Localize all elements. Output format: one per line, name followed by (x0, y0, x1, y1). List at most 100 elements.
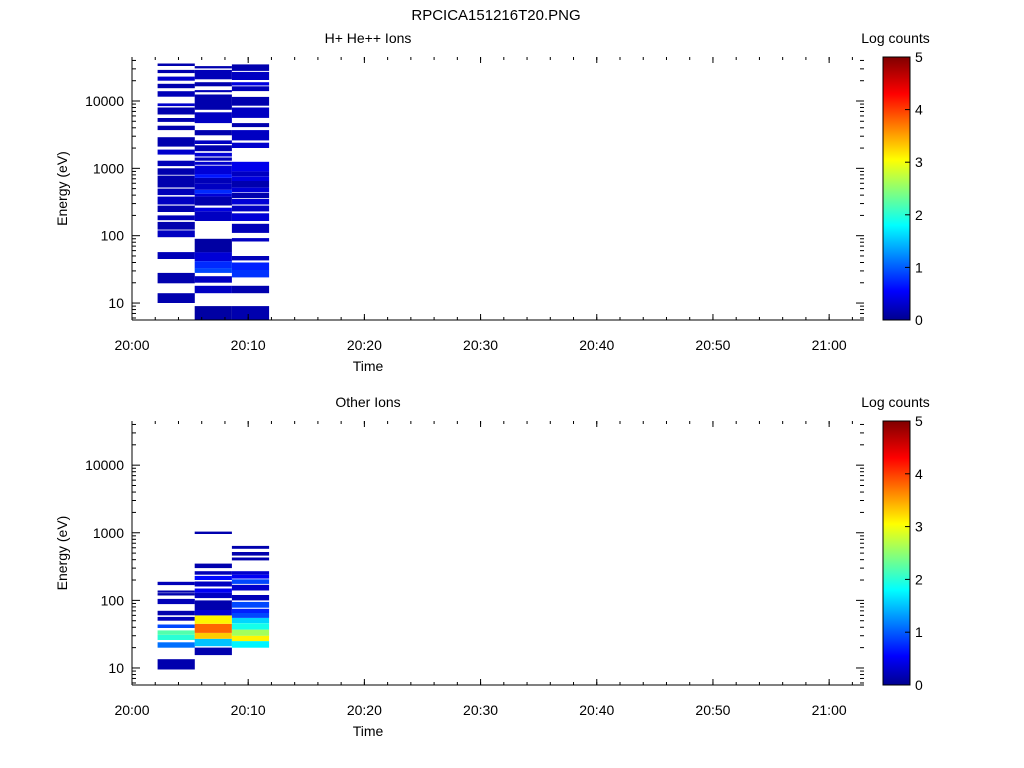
heatmap-cells (157, 531, 270, 670)
heatmap-cell (231, 545, 270, 549)
x-tick-label: 20:10 (231, 337, 266, 353)
colorbar-tick-label: 2 (915, 571, 923, 587)
colorbar-tick-label: 3 (915, 519, 923, 535)
x-tick-label: 20:40 (579, 702, 614, 718)
heatmap-cell (231, 205, 270, 212)
heatmap-cell (194, 174, 232, 178)
heatmap-cell (194, 165, 232, 175)
heatmap-cell (231, 574, 270, 579)
heatmap-cell (194, 571, 232, 575)
heatmap-cell (231, 571, 270, 575)
heatmap-cell (231, 223, 270, 233)
colorbar-tick-label: 1 (915, 259, 923, 275)
heatmap-cell (194, 145, 232, 152)
x-tick-label: 20:00 (114, 337, 149, 353)
heatmap-cell (157, 168, 195, 175)
heatmap-cells (157, 63, 270, 320)
heatmap-cell (194, 211, 232, 221)
colorbar-tick-label: 5 (915, 413, 923, 429)
heatmap-cell (231, 579, 270, 584)
heatmap-cell (157, 590, 195, 593)
heatmap-cell (157, 160, 195, 167)
heatmap-cell (157, 83, 195, 89)
panel-title: H+ He++ Ions (325, 30, 412, 46)
x-tick-label: 20:00 (114, 702, 149, 718)
heatmap-cell (231, 623, 270, 630)
heatmap-cell (231, 130, 270, 141)
y-tick-label: 1000 (93, 160, 124, 176)
heatmap-cell (194, 285, 232, 294)
x-tick-label: 20:50 (695, 702, 730, 718)
heatmap-cell (157, 137, 195, 147)
heatmap-cell (157, 581, 195, 586)
y-tick-label: 10000 (85, 93, 124, 109)
colorbar: Log counts 0 1 2 3 4 5 (861, 30, 930, 328)
heatmap-cell (194, 207, 232, 212)
x-tick-label: 20:10 (231, 702, 266, 718)
heatmap-cell (194, 563, 232, 569)
colorbar-label: Log counts (861, 394, 930, 410)
heatmap-cell (157, 149, 195, 155)
heatmap-cell (157, 63, 195, 66)
heatmap-cell (194, 610, 232, 616)
heatmap-cell (194, 588, 232, 593)
y-tick-label: 10 (108, 660, 124, 676)
heatmap-cell (194, 193, 232, 197)
heatmap-cell (157, 624, 195, 628)
heatmap-cell (231, 608, 270, 613)
colorbar-tick-label: 3 (915, 154, 923, 170)
heatmap-cell (231, 171, 270, 177)
heatmap-cell (194, 161, 232, 165)
heatmap-cell (194, 268, 232, 273)
heatmap-cell (194, 623, 232, 633)
heatmap-cell (231, 161, 270, 172)
heatmap-cell (231, 64, 270, 71)
heatmap-cell (231, 193, 270, 199)
y-tick-label: 1000 (93, 525, 124, 541)
heatmap-cell (231, 107, 270, 118)
heatmap-cell (231, 613, 270, 618)
heatmap-cell (194, 112, 232, 124)
heatmap-cell (157, 293, 195, 303)
heatmap-cell (194, 94, 232, 110)
y-tick-label: 10 (108, 295, 124, 311)
heatmap-cell (194, 575, 232, 580)
heatmap-cell (194, 600, 232, 610)
heatmap-cell (231, 617, 270, 624)
heatmap-cell (231, 584, 270, 591)
y-axis-label: Energy (eV) (54, 516, 70, 591)
colorbar-label: Log counts (861, 30, 930, 46)
colorbar-tick-label: 4 (915, 466, 923, 482)
heatmap-cell (231, 238, 270, 242)
heatmap-cell (157, 616, 195, 621)
heatmap-cell (194, 276, 232, 283)
heatmap-cell (231, 601, 270, 608)
heatmap-cell (157, 76, 195, 81)
heatmap-cell (231, 180, 270, 188)
heatmap-cell (231, 285, 270, 294)
heatmap-cell (194, 140, 232, 144)
colorbar-tick-label: 5 (915, 49, 923, 65)
heatmap-cell (194, 632, 232, 639)
heatmap-cell (231, 635, 270, 642)
heatmap-cell (231, 96, 270, 106)
heatmap-cell (194, 531, 232, 534)
colorbar-tick-label: 1 (915, 624, 923, 640)
heatmap-cell (231, 86, 270, 92)
heatmap-cell (157, 188, 195, 196)
heatmap-cell (157, 630, 195, 635)
heatmap-cell (194, 238, 232, 253)
heatmap-cell (231, 256, 270, 261)
x-tick-label: 20:20 (347, 702, 382, 718)
heatmap-cell (231, 629, 270, 636)
heatmap-cell (194, 152, 232, 157)
heatmap-cell (157, 196, 195, 205)
heatmap-cell (231, 71, 270, 80)
colorbar-gradient (882, 420, 911, 686)
heatmap-cell (194, 647, 232, 656)
y-axis-label: Energy (eV) (54, 151, 70, 226)
heatmap-cell (194, 615, 232, 624)
heatmap-cell (194, 581, 232, 587)
heatmap-cell (194, 130, 232, 136)
